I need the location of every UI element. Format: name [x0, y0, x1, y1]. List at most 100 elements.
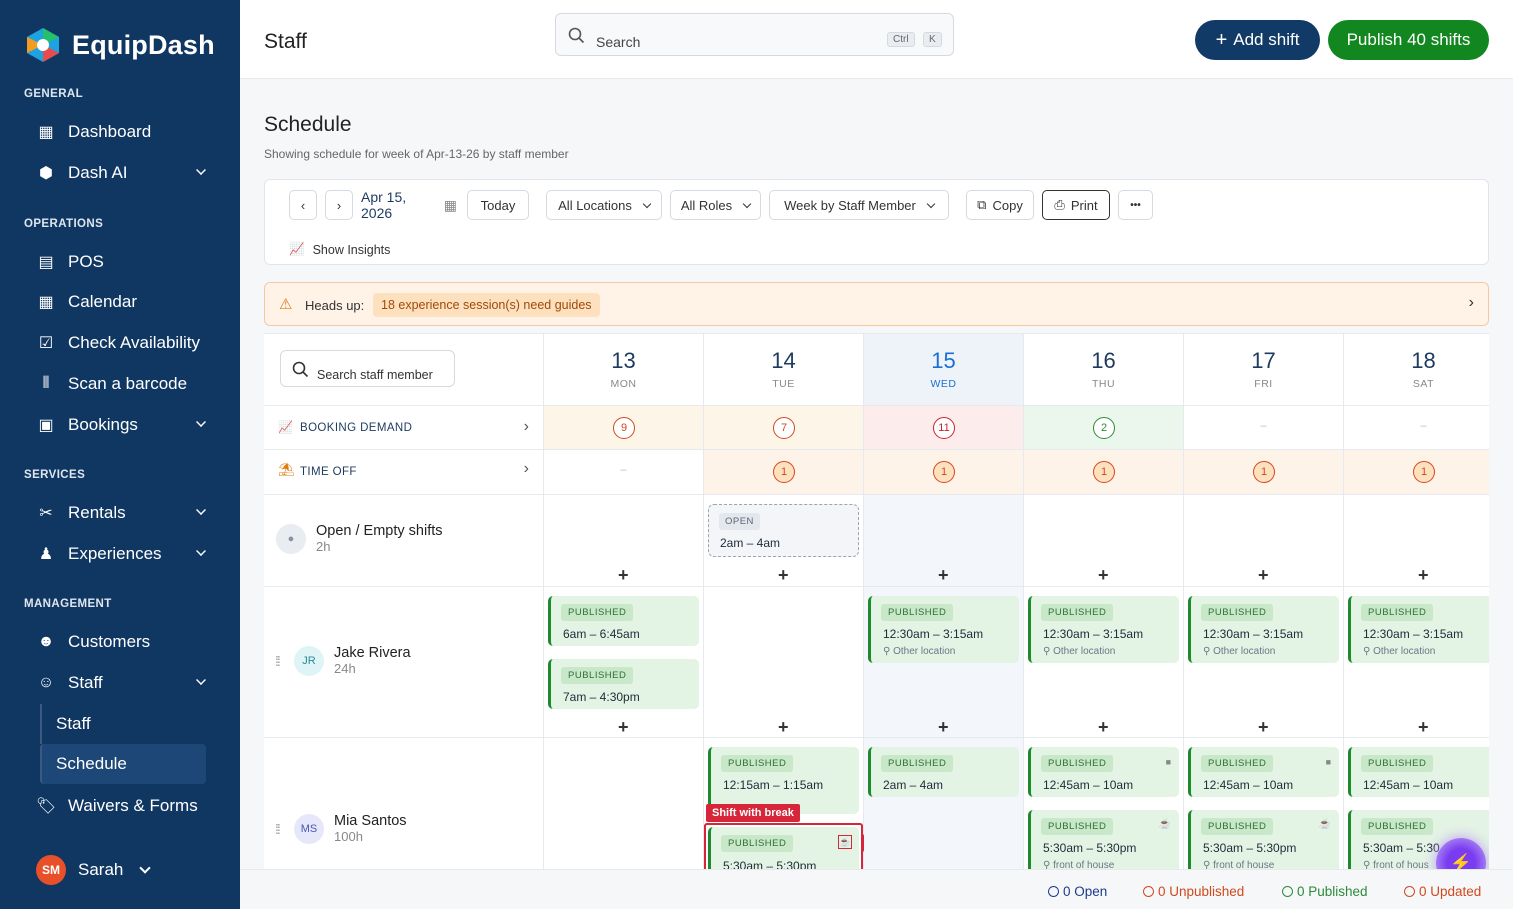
time-off-sat[interactable]: 1 [1344, 450, 1489, 495]
open-cell-fri[interactable]: + [1184, 495, 1344, 587]
shift-card[interactable]: PUBLISHED 12:45am – 10am ■ [1028, 747, 1179, 797]
booking-demand-tue[interactable]: 7 [704, 406, 864, 450]
day-header-tue[interactable]: 14 TUE [704, 334, 864, 406]
next-week-button[interactable]: › [325, 190, 353, 220]
sidebar-item-waivers[interactable]: 🏷 Waivers & Forms [36, 791, 216, 821]
plus-icon[interactable]: + [1098, 717, 1109, 737]
shift-card[interactable]: PUBLISHED 12:30am – 3:15am ⚲ Other locat… [1028, 596, 1179, 663]
time-off-tue[interactable]: 1 [704, 450, 864, 495]
day-header-fri[interactable]: 17 FRI [1184, 334, 1344, 406]
jake-cell-thu[interactable]: PUBLISHED 12:30am – 3:15am ⚲ Other locat… [1024, 587, 1184, 738]
app-logo[interactable]: EquipDash [24, 26, 215, 64]
staff-person-jake[interactable]: JR Jake Rivera 24h [294, 645, 411, 676]
jake-cell-sat[interactable]: PUBLISHED 12:30am – 3:15am ⚲ Other locat… [1344, 587, 1489, 738]
staff-person-mia[interactable]: MS Mia Santos 100h [294, 813, 407, 844]
time-off-label-cell[interactable]: ⛱ TIME OFF › [264, 450, 544, 495]
publish-shifts-button[interactable]: Publish 40 shifts [1328, 20, 1489, 60]
jake-cell-wed[interactable]: PUBLISHED 12:30am – 3:15am ⚲ Other locat… [864, 587, 1024, 738]
open-shift-card[interactable]: OPEN 2am – 4am [708, 504, 859, 557]
sidebar-item-bookings[interactable]: ▣ Bookings [36, 410, 216, 440]
shift-card[interactable]: PUBLISHED 12:15am – 1:15am [708, 747, 859, 814]
jake-cell-tue[interactable]: + [704, 587, 864, 738]
user-menu[interactable]: SM Sarah [36, 855, 152, 885]
booking-demand-mon[interactable]: 9 [544, 406, 704, 450]
view-select[interactable]: Week by Staff Member [769, 190, 949, 220]
plus-icon[interactable]: + [1418, 717, 1429, 737]
sidebar-item-dash-ai[interactable]: ⬢ Dash AI [36, 158, 216, 188]
add-shift-button[interactable]: + Add shift [1195, 20, 1320, 60]
sidebar-item-dashboard[interactable]: ▦ Dashboard [36, 117, 216, 147]
avatar: MS [294, 813, 324, 844]
copy-button[interactable]: ⧉ Copy [966, 190, 1034, 220]
time-off-fri[interactable]: 1 [1184, 450, 1344, 495]
shift-card[interactable]: PUBLISHED 5:30am – 5:30pm ⚲ front of hou… [1028, 810, 1179, 877]
sidebar-subitem-staff[interactable]: Staff [40, 704, 206, 744]
open-cell-mon[interactable]: + [544, 495, 704, 587]
top-bar: Staff Search Ctrl K + Add shift Publish … [240, 0, 1513, 79]
drag-handle-icon[interactable]: ⁞⁞ [275, 653, 281, 669]
open-cell-sat[interactable]: + [1344, 495, 1489, 587]
staff-search-input[interactable]: Search staff member [280, 350, 455, 387]
sidebar-item-check-availability[interactable]: ☑ Check Availability [36, 328, 216, 358]
sidebar-item-customers[interactable]: ☻ Customers [36, 627, 216, 657]
time-off-wed[interactable]: 1 [864, 450, 1024, 495]
shift-card[interactable]: PUBLISHED 12:30am – 3:15am ⚲ Other locat… [868, 596, 1019, 663]
shift-card[interactable]: PUBLISHED 7am – 4:30pm [548, 659, 699, 709]
break-icon[interactable]: ☕ [838, 835, 852, 849]
shift-card[interactable]: PUBLISHED 12:30am – 3:15am ⚲ Other locat… [1348, 596, 1489, 663]
shift-card[interactable]: PUBLISHED 2am – 4am [868, 747, 1019, 797]
prev-week-button[interactable]: ‹ [289, 190, 317, 220]
shift-card[interactable]: PUBLISHED 5:30am – 5:30pm ⚲ front of hou… [1188, 810, 1339, 877]
sidebar-subitem-schedule[interactable]: Schedule [40, 744, 206, 784]
booking-demand-wed[interactable]: 11 [864, 406, 1024, 450]
plus-icon[interactable]: + [938, 565, 949, 585]
open-cell-wed[interactable]: + [864, 495, 1024, 587]
open-cell-thu[interactable]: + [1024, 495, 1184, 587]
plus-icon[interactable]: + [938, 717, 949, 737]
kbd-ctrl: Ctrl [887, 32, 915, 47]
mia-cell-fri[interactable]: PUBLISHED 12:45am – 10am ■ PUBLISHED 5:3… [1184, 738, 1344, 909]
locations-select[interactable]: All Locations [546, 190, 662, 220]
more-button[interactable]: ••• [1118, 190, 1153, 220]
mia-cell-mon[interactable] [544, 738, 704, 909]
shift-card[interactable]: PUBLISHED 12:30am – 3:15am ⚲ Other locat… [1188, 596, 1339, 663]
plus-icon[interactable]: + [1258, 717, 1269, 737]
headsup-alert[interactable]: ⚠ Heads up: 18 experience session(s) nee… [264, 282, 1489, 326]
booking-demand-label-cell[interactable]: 📈 BOOKING DEMAND › [264, 406, 544, 450]
print-button[interactable]: ⎙ Print [1042, 190, 1110, 220]
today-button[interactable]: Today [467, 190, 529, 220]
plus-icon[interactable]: + [1098, 565, 1109, 585]
jake-cell-fri[interactable]: PUBLISHED 12:30am – 3:15am ⚲ Other locat… [1184, 587, 1344, 738]
sidebar-item-calendar[interactable]: ▦ Calendar [36, 287, 216, 317]
day-header-mon[interactable]: 13 MON [544, 334, 704, 406]
mia-cell-thu[interactable]: PUBLISHED 12:45am – 10am ■ PUBLISHED 5:3… [1024, 738, 1184, 909]
plus-icon[interactable]: + [618, 717, 629, 737]
sidebar-item-experiences[interactable]: ♟ Experiences [36, 539, 216, 569]
day-header-thu[interactable]: 16 THU [1024, 334, 1184, 406]
plus-icon[interactable]: + [778, 717, 789, 737]
sidebar-item-pos[interactable]: ▤ POS [36, 247, 216, 277]
shift-location: ⚲ front of house [1043, 860, 1114, 871]
plus-icon[interactable]: + [778, 565, 789, 585]
booking-demand-thu[interactable]: 2 [1024, 406, 1184, 450]
day-header-wed[interactable]: 15 WED [864, 334, 1024, 406]
staff-name: Mia Santos [334, 813, 407, 829]
roles-select[interactable]: All Roles [670, 190, 761, 220]
jake-cell-mon[interactable]: PUBLISHED 6am – 6:45am PUBLISHED 7am – 4… [544, 587, 704, 738]
shift-card[interactable]: PUBLISHED 12:45am – 10am ■ [1348, 747, 1489, 797]
sidebar-item-rentals[interactable]: ✂ Rentals [36, 498, 216, 528]
plus-icon[interactable]: + [1418, 565, 1429, 585]
open-cell-tue[interactable]: OPEN 2am – 4am + [704, 495, 864, 587]
plus-icon[interactable]: + [618, 565, 629, 585]
drag-handle-icon[interactable]: ⁞⁞ [275, 821, 281, 837]
search-input[interactable]: Search Ctrl K [555, 13, 954, 56]
show-insights-button[interactable]: 📈 Show Insights [289, 242, 390, 257]
sidebar-item-scan-barcode[interactable]: ⦀ Scan a barcode [36, 369, 216, 399]
shift-card[interactable]: PUBLISHED 12:45am – 10am ■ [1188, 747, 1339, 797]
shift-card[interactable]: PUBLISHED 6am – 6:45am [548, 596, 699, 646]
time-off-thu[interactable]: 1 [1024, 450, 1184, 495]
day-header-sat[interactable]: 18 SAT [1344, 334, 1489, 406]
date-picker[interactable]: Apr 15, 2026 ▦ [361, 189, 457, 221]
sidebar-item-staff[interactable]: ☺ Staff [36, 668, 216, 698]
plus-icon[interactable]: + [1258, 565, 1269, 585]
